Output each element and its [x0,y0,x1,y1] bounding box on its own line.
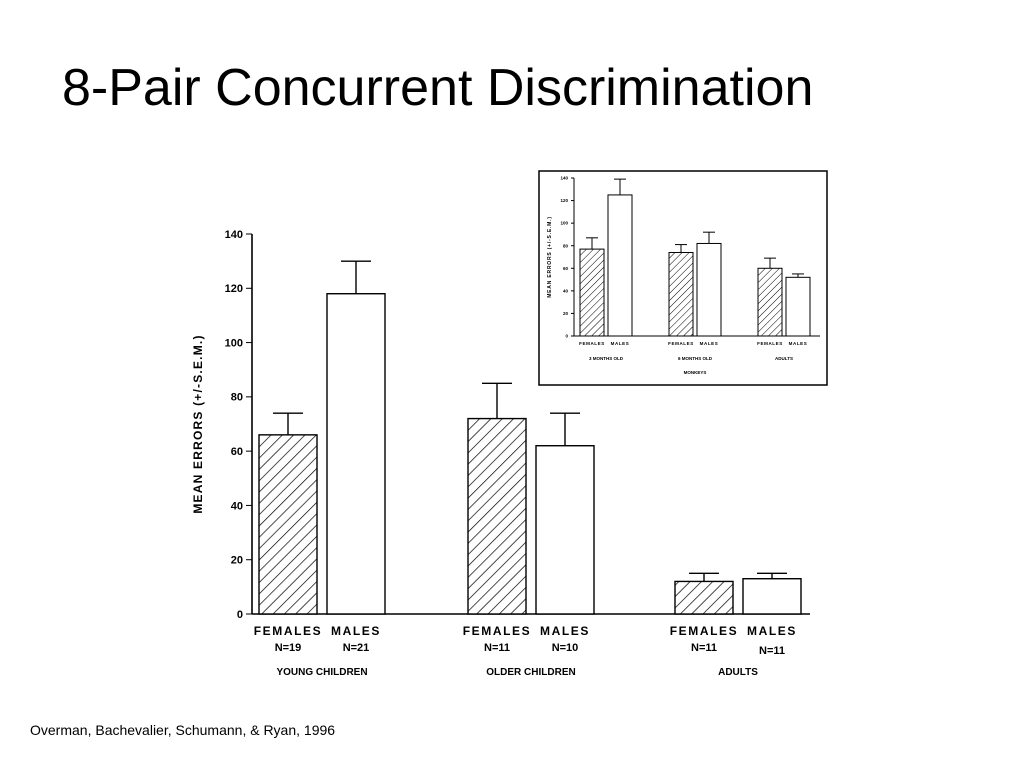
bar-males [326,293,386,615]
main-bar-chart: 0 20 40 60 80 100 120 140 MEAN ERRORS (+/-S.E.M.… [191,229,810,678]
bar-n-label: N=11 [759,645,785,657]
bar-sex-label: MALES [747,624,797,638]
bar-males [785,276,811,337]
bar-females [579,248,605,337]
bar-n-label: N=19 [275,642,302,654]
bar-males [742,578,802,615]
group-label: ADULTS [775,356,793,361]
y-tick-label: 40 [231,500,243,512]
bar-females [258,434,318,615]
y-tick-label: 100 [560,221,568,226]
bar-sex-label: FEMALES [670,624,739,638]
group-label: OLDER CHILDREN [486,667,575,678]
bar-sex-label: FEMALES [579,341,605,346]
y-tick-label: 20 [563,311,569,316]
y-tick-label: 80 [563,243,569,248]
bar-males [696,242,722,337]
y-tick-label: 0 [237,609,243,621]
bar-n-label: N=11 [484,642,510,654]
y-tick-label: 140 [560,176,568,181]
group-label: YOUNG CHILDREN [276,667,367,678]
slide-title: 8-Pair Concurrent Discrimination [62,59,814,117]
bar-sex-label: MALES [789,341,808,346]
y-tick-label: 20 [231,555,243,567]
x-axis-label: MONKEYS [684,370,707,375]
bar-sex-label: FEMALES [463,624,532,638]
bar-females [668,251,694,337]
y-tick-label: 80 [231,392,243,404]
bar-sex-label: FEMALES [668,341,694,346]
y-tick-label: 120 [560,198,568,203]
bar-sex-label: MALES [331,624,381,638]
group-label: 6 MONTHS OLD [678,356,713,361]
bar-sex-label: MALES [700,341,719,346]
citation: Overman, Bachevalier, Schumann, & Ryan, … [30,722,336,738]
bar-sex-label: FEMALES [254,624,323,638]
bar-sex-label: FEMALES [757,341,783,346]
y-axis-label: MEAN ERRORS (+/-S.E.M.) [547,216,553,298]
bar-females [674,580,734,615]
bar-males [535,445,595,615]
bar-n-label: N=11 [691,642,717,654]
bar-n-label: N=21 [343,642,370,654]
bar-males [607,194,633,337]
y-tick-label: 140 [225,229,243,241]
group-label: 3 MONTHS OLD [589,356,624,361]
bar-females [757,267,783,337]
bar-sex-label: MALES [540,624,590,638]
bar-n-label: N=10 [552,642,579,654]
bar-females [467,417,527,615]
y-tick-label: 60 [563,266,569,271]
y-tick-label: 100 [225,337,243,349]
inset-monkey-chart: 0 20 40 60 80 100 120 140 MEAN ERRORS (+/-S.E.M.… [538,170,828,386]
group-label: ADULTS [718,667,758,678]
y-tick-label: 120 [225,283,243,295]
bar-sex-label: MALES [611,341,630,346]
y-tick-label: 60 [231,446,243,458]
y-tick-label: 0 [565,334,568,339]
y-axis-label: MEAN ERRORS (+/-S.E.M.) [191,334,205,513]
y-tick-label: 40 [563,288,569,293]
